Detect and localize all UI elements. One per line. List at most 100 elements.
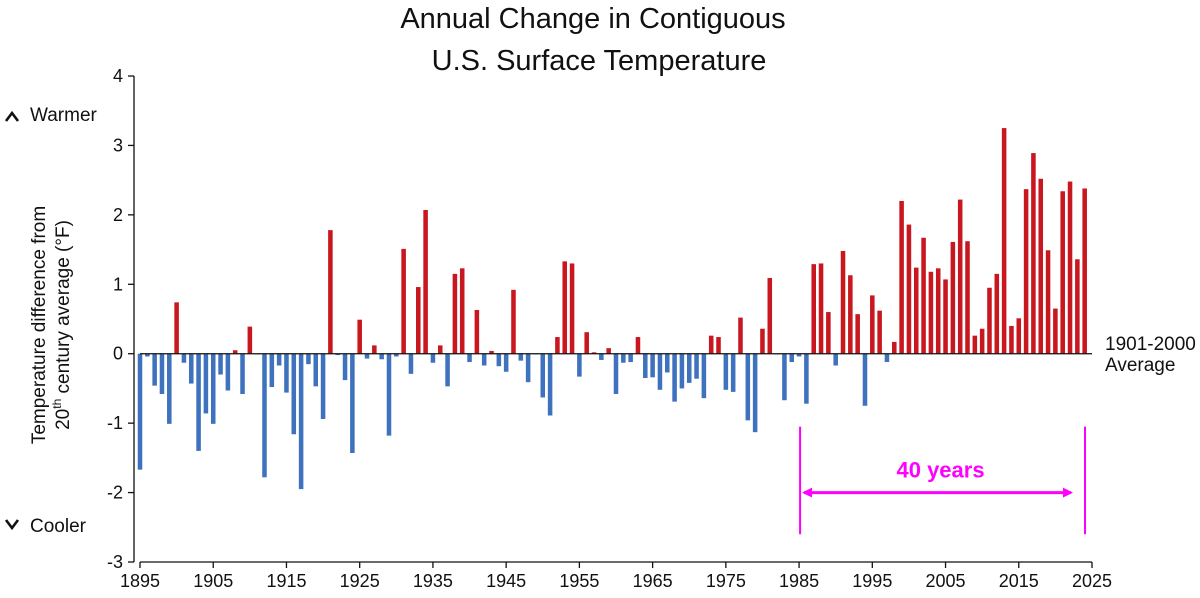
bar-1967: [664, 353, 670, 373]
bar-1978: [745, 353, 751, 421]
bar-1998: [892, 341, 897, 354]
bar-1953: [562, 261, 568, 354]
bar-1996: [877, 310, 882, 354]
bar-1932: [408, 353, 414, 374]
bar-2021: [1060, 191, 1065, 354]
y-axis-label-prefix: 20: [53, 409, 74, 430]
y-axis-label-line1: Temperature difference from: [29, 206, 50, 444]
bar-1919: [313, 353, 319, 387]
bar-1951: [547, 353, 553, 416]
bar-1906: [218, 353, 223, 375]
bar-1995: [870, 295, 875, 354]
bar-2016: [1023, 189, 1029, 354]
bar-1974: [716, 337, 721, 354]
bar-1947: [518, 353, 524, 361]
bar-1955: [577, 353, 582, 377]
bar-1958: [599, 353, 604, 360]
bar-2019: [1045, 250, 1051, 354]
bar-1905: [210, 353, 216, 424]
x-tick-label: 1935: [413, 571, 453, 591]
bar-2014: [1009, 325, 1014, 354]
bar-1971: [694, 353, 699, 379]
bar-1897: [152, 353, 157, 386]
bar-2015: [1016, 318, 1022, 354]
x-tick-label: 1955: [559, 571, 599, 591]
bar-1989: [826, 312, 831, 354]
bar-1938: [452, 273, 458, 354]
bar-1924: [350, 353, 355, 453]
bar-1915: [284, 353, 289, 393]
bar-1902: [188, 353, 194, 384]
x-tick-label: 1975: [706, 571, 746, 591]
warmer-chevron-icon: [4, 110, 20, 122]
bar-1916: [291, 353, 297, 435]
bar-1983: [782, 353, 787, 401]
bar-1908: [232, 350, 238, 354]
bar-1899: [167, 353, 172, 424]
y-tick-label: 2: [113, 205, 123, 225]
bar-1956: [584, 332, 589, 354]
bar-1941: [474, 309, 480, 354]
y-axis-label-superscript: th: [50, 399, 64, 409]
bar-1954: [569, 263, 575, 354]
bar-1952: [555, 337, 560, 354]
bar-1896: [145, 353, 150, 357]
bar-1979: [752, 353, 758, 433]
bar-1935: [430, 353, 436, 363]
bar-1948: [525, 353, 531, 383]
bar-1945: [503, 353, 509, 372]
bar-1904: [203, 353, 209, 414]
annotation-label: 40 years: [896, 457, 984, 482]
bar-1999: [899, 200, 904, 354]
bar-1950: [540, 353, 546, 398]
chart-title-line1: Annual Change in Contiguous: [400, 3, 785, 35]
bar-1959: [606, 348, 611, 354]
bar-2001: [913, 267, 919, 354]
x-tick-label: 1925: [340, 571, 380, 591]
bar-1988: [818, 263, 824, 354]
bar-1937: [445, 353, 450, 387]
bar-1930: [394, 353, 399, 357]
bar-1977: [738, 317, 743, 354]
x-tick-label: 1995: [852, 571, 892, 591]
bar-1921: [328, 230, 333, 354]
chart-title-line2: U.S. Surface Temperature: [432, 45, 767, 77]
y-tick-label: -1: [107, 413, 123, 433]
bar-1994: [862, 353, 868, 406]
bar-1920: [320, 353, 326, 419]
bar-1964: [643, 353, 648, 379]
bar-1962: [628, 353, 633, 363]
y-tick-label: 1: [113, 274, 123, 294]
bar-1917: [298, 353, 304, 490]
bar-1943: [489, 350, 494, 354]
x-tick-label: 1985: [779, 571, 819, 591]
bar-2002: [921, 237, 926, 354]
x-tick-label: 1915: [266, 571, 306, 591]
bar-2013: [1001, 128, 1007, 354]
x-tick-label: 1895: [120, 571, 160, 591]
bar-1969: [679, 353, 685, 389]
bar-1936: [437, 345, 443, 354]
bar-1987: [811, 264, 816, 354]
bar-2010: [979, 328, 985, 354]
bar-1984: [789, 353, 795, 363]
bar-2004: [935, 268, 941, 354]
baseline-label-line1: 1901-2000: [1105, 334, 1196, 355]
bar-1910: [247, 326, 253, 354]
bar-2018: [1038, 178, 1044, 354]
y-tick-label: -3: [107, 552, 123, 572]
bar-1907: [225, 353, 231, 391]
bar-2008: [965, 241, 970, 354]
x-tick-label: 2025: [1072, 571, 1112, 591]
bar-2000: [906, 224, 912, 354]
bar-1933: [416, 287, 421, 354]
bar-1939: [459, 268, 465, 354]
bar-2024: [1082, 188, 1087, 354]
bar-1923: [342, 353, 348, 381]
bar-1931: [401, 248, 406, 354]
bar-1927: [372, 345, 377, 354]
bar-2012: [994, 273, 1000, 354]
bar-1925: [357, 319, 362, 354]
bar-1895: [137, 353, 143, 470]
bar-1900: [174, 302, 179, 354]
